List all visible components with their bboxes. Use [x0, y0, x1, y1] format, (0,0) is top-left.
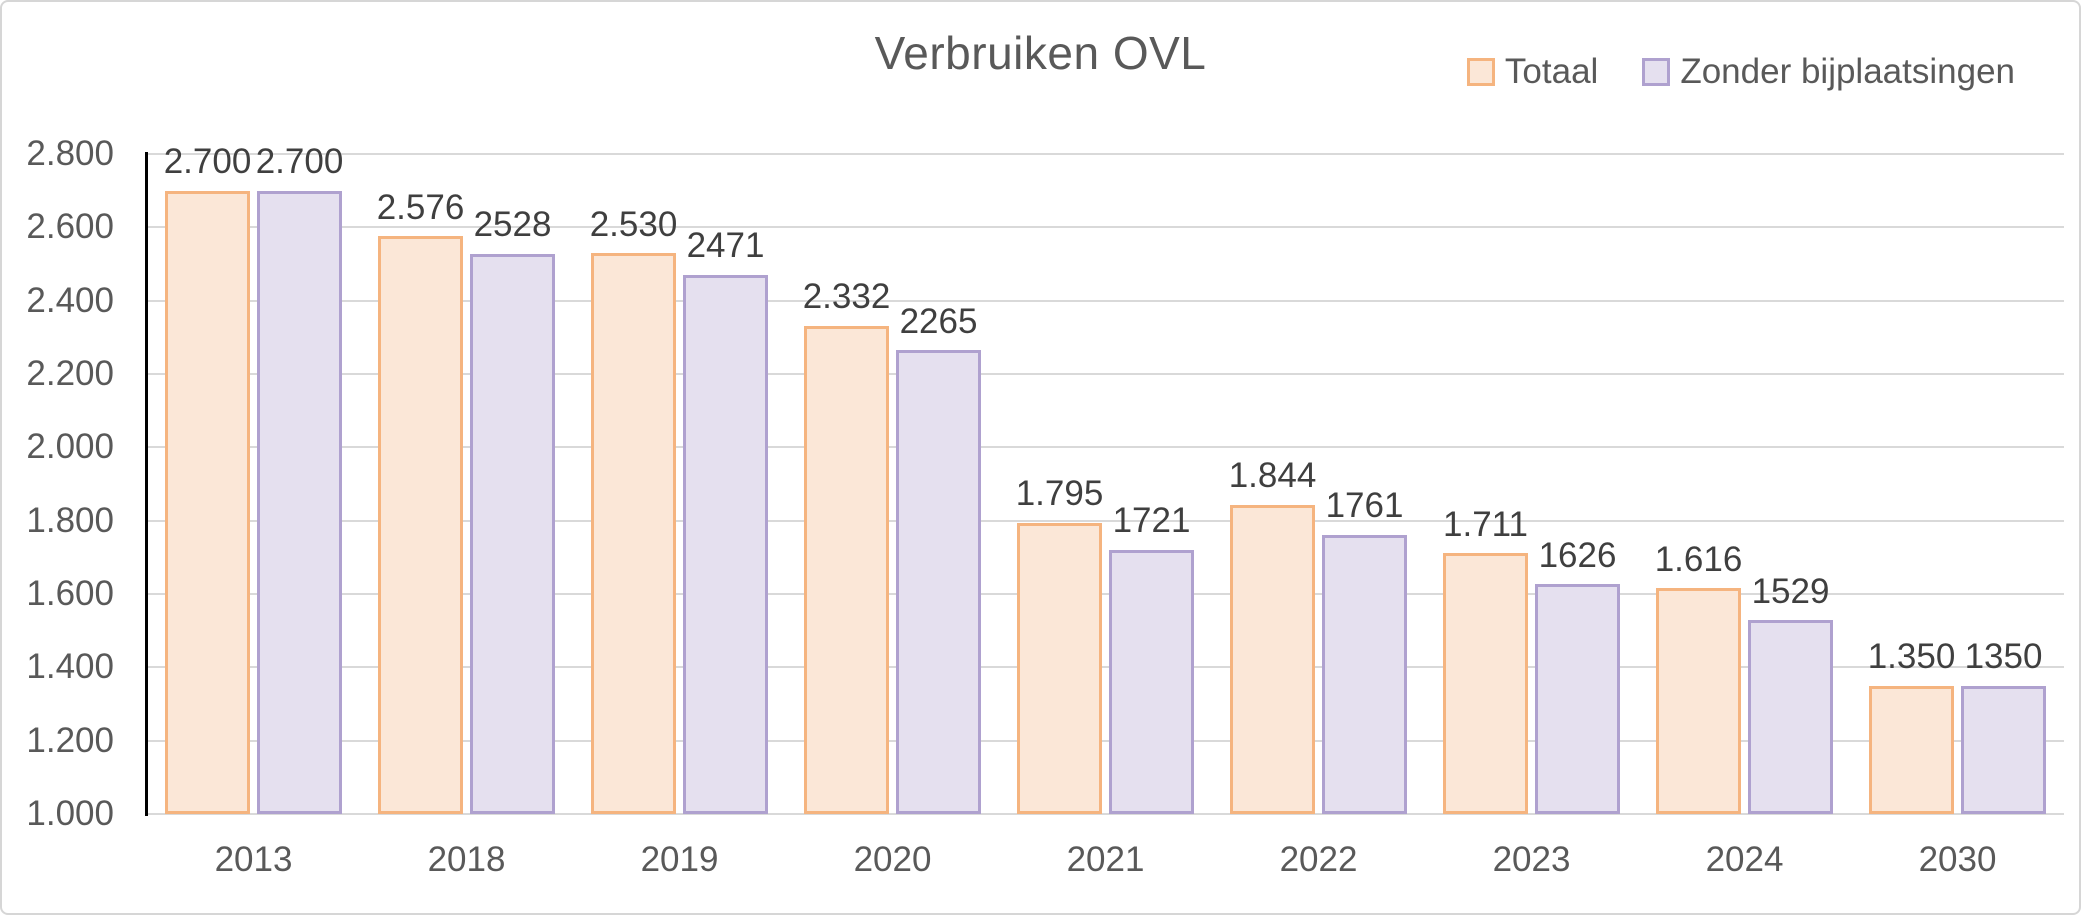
bar-totaal-2020: 2.332	[803, 278, 890, 814]
gridline-1400	[147, 666, 2064, 669]
bar-group-2021: 1.795 1721 2021	[999, 154, 1212, 879]
x-tick-label-2022: 2022	[1279, 840, 1358, 879]
bar-totaal-2018: 2.576	[377, 188, 464, 814]
x-tick-label-2013: 2013	[214, 840, 293, 879]
x-tick-label-2023: 2023	[1492, 840, 1571, 879]
bar-group-2013: 2.700 2.700 2013	[147, 143, 360, 879]
bar-totaal-2021: 1.795	[1016, 474, 1103, 814]
y-tick-label-2600: 2.600	[26, 207, 114, 247]
gridline-2000	[147, 446, 2064, 449]
data-label-totaal-2019: 2.530	[589, 204, 678, 244]
y-tick-label-2800: 2.800	[26, 134, 114, 173]
y-tick-label-1800: 1.800	[26, 500, 114, 540]
legend-item-totaal: Totaal	[1466, 52, 1599, 92]
data-label-totaal-2030: 1.350	[1867, 637, 1956, 677]
gridline-1600	[147, 593, 2064, 595]
legend-swatch-totaal-icon	[1466, 58, 1495, 86]
data-label-totaal-2024: 1.616	[1654, 539, 1743, 579]
x-tick-label-2030: 2030	[1918, 840, 1997, 879]
bar-totaal-2030: 1.350	[1868, 638, 1955, 814]
bar-totaal-2023: 1.711	[1443, 505, 1528, 814]
bar-zonder-bijplaatsingen-2023: 1626	[1535, 536, 1620, 814]
gridline-2200	[147, 373, 2064, 375]
bar-group-2024: 1.616 1529 2024	[1638, 154, 1851, 879]
bar-group-2030: 1.350 1350 2030	[1851, 154, 2064, 879]
data-label-totaal-2021: 1.795	[1015, 474, 1104, 513]
bar-group-2023: 1.711 1626 2023	[1425, 154, 1638, 879]
x-tick-label-2024: 2024	[1705, 840, 1784, 879]
data-label-zonder-bijplaatsingen-2018: 2528	[473, 205, 552, 245]
data-label-totaal-2018: 2.576	[376, 187, 465, 227]
y-tick-label-2400: 2.400	[26, 280, 114, 320]
data-label-zonder-bijplaatsingen-2030: 1350	[1964, 637, 2043, 677]
bar-zonder-bijplaatsingen-2022: 1761	[1322, 487, 1407, 814]
y-axis-line	[145, 152, 148, 816]
bar-group-2018: 2.576 2528 2018	[360, 154, 573, 879]
legend: Totaal Zonder bijplaatsingen	[1466, 52, 2015, 92]
gridline-2600	[147, 226, 2064, 229]
bar-zonder-bijplaatsingen-2021: 1721	[1109, 502, 1194, 814]
gridline-1000	[147, 813, 2064, 815]
bar-group-2020: 2.332 2265 2020	[786, 154, 999, 879]
data-label-zonder-bijplaatsingen-2019: 2471	[686, 226, 765, 266]
y-axis-labels: 2.800 2.600 2.400 2.200 2.000 1.800 1.600 1.400…	[2, 134, 114, 833]
bar-totaal-2019: 2.530	[590, 205, 677, 814]
legend-label-zonder: Zonder bijplaatsingen	[1680, 52, 2015, 91]
bar-zonder-bijplaatsingen-2013: 2.700	[256, 143, 343, 814]
gridline-1800	[147, 519, 2064, 522]
bar-zonder-bijplaatsingen-2018: 2528	[470, 206, 555, 814]
data-label-totaal-2020: 2.332	[802, 277, 891, 317]
chart-title: Verbruiken OVL	[874, 27, 1207, 79]
x-tick-label-2021: 2021	[1066, 840, 1145, 879]
data-label-zonder-bijplaatsingen-2022: 1761	[1325, 486, 1404, 526]
bar-totaal-2024: 1.616	[1655, 540, 1742, 814]
bar-totaal-2013: 2.700	[164, 143, 251, 814]
data-label-totaal-2022: 1.844	[1228, 456, 1317, 496]
legend-label-totaal: Totaal	[1504, 52, 1599, 91]
data-label-totaal-2013: 2.700	[163, 142, 252, 182]
y-tick-label-1000: 1.000	[26, 794, 114, 833]
gridline-2400	[147, 299, 2064, 302]
gridline-1200	[147, 739, 2064, 742]
bar-zonder-bijplaatsingen-2024: 1529	[1748, 572, 1833, 814]
y-tick-label-1600: 1.600	[26, 573, 114, 613]
gridline-2800	[147, 153, 2064, 155]
bar-zonder-bijplaatsingen-2020: 2265	[896, 302, 981, 814]
plot-area: 2.700 2.700 2013 2.576 2528 2018 2.530 2471 2019…	[147, 143, 2064, 879]
bar-group-2022: 1.844 1761 2022	[1212, 154, 1425, 879]
data-label-zonder-bijplaatsingen-2024: 1529	[1751, 571, 1830, 611]
y-tick-label-1400: 1.400	[26, 647, 114, 687]
bar-groups: 2.700 2.700 2013 2.576 2528 2018 2.530 2471 2019…	[147, 143, 2064, 879]
y-tick-label-2000: 2.000	[26, 427, 114, 467]
data-label-zonder-bijplaatsingen-2023: 1626	[1538, 535, 1617, 575]
data-label-zonder-bijplaatsingen-2021: 1721	[1112, 501, 1191, 541]
x-tick-label-2018: 2018	[427, 840, 506, 879]
bar-group-2019: 2.530 2471 2019	[573, 154, 786, 879]
data-label-zonder-bijplaatsingen-2013: 2.700	[255, 142, 344, 182]
legend-swatch-zonder-icon	[1642, 58, 1671, 86]
x-tick-label-2019: 2019	[640, 840, 719, 879]
y-tick-label-2200: 2.200	[26, 353, 114, 393]
data-label-totaal-2023: 1.711	[1443, 504, 1528, 544]
x-tick-label-2020: 2020	[853, 840, 932, 879]
bar-zonder-bijplaatsingen-2030: 1350	[1961, 638, 2046, 814]
bar-totaal-2022: 1.844	[1229, 457, 1316, 814]
bar-zonder-bijplaatsingen-2019: 2471	[683, 227, 768, 814]
legend-item-zonder-bijplaatsingen: Zonder bijplaatsingen	[1642, 52, 2015, 92]
y-tick-label-1200: 1.200	[26, 720, 114, 760]
data-label-zonder-bijplaatsingen-2020: 2265	[899, 301, 978, 341]
